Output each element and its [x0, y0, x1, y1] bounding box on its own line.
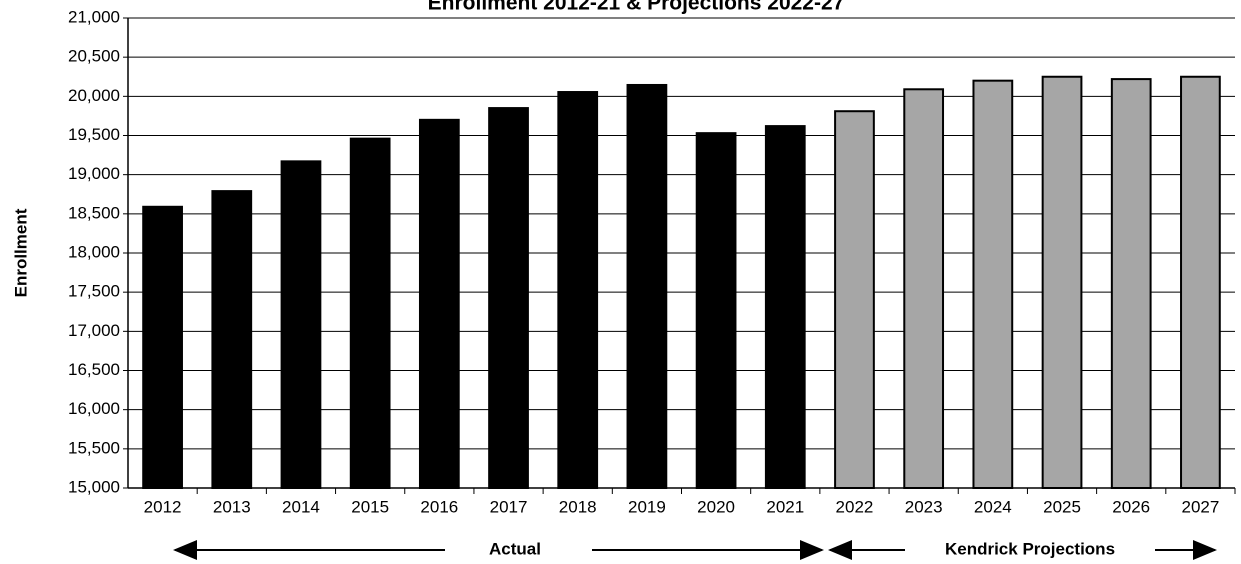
bar	[1180, 75, 1221, 489]
y-tick-label: 19,500	[68, 125, 120, 144]
annotation: Actual	[489, 539, 541, 558]
bar	[418, 118, 460, 489]
x-tick-label: 2015	[351, 497, 389, 516]
y-tick-label: 15,500	[68, 438, 120, 457]
y-tick-label: 16,500	[68, 360, 120, 379]
x-tick-label: 2013	[213, 497, 251, 516]
bar	[626, 83, 668, 489]
x-tick-label: 2018	[559, 497, 597, 516]
x-tick-label: 2012	[144, 497, 182, 516]
bar	[1041, 75, 1083, 489]
y-tick-label: 20,000	[68, 86, 120, 105]
x-tick-label: 2019	[628, 497, 666, 516]
bar	[834, 110, 875, 489]
y-tick-label: 18,000	[68, 242, 120, 261]
y-tick-label: 16,000	[68, 399, 120, 418]
bar	[695, 132, 737, 489]
x-tick-label: 2016	[420, 497, 458, 516]
x-tick-label: 2024	[974, 497, 1012, 516]
x-tick-label: 2020	[697, 497, 735, 516]
x-tick-label: 2027	[1181, 497, 1219, 516]
x-tick-label: 2021	[766, 497, 804, 516]
y-tick-label: 18,500	[68, 203, 120, 222]
bar	[1110, 78, 1152, 489]
bar	[211, 190, 253, 489]
x-tick-label: 2022	[836, 497, 874, 516]
y-tick-label: 19,000	[68, 164, 120, 183]
y-tick-label: 17,000	[68, 321, 120, 340]
bar	[972, 79, 1014, 490]
x-tick-label: 2026	[1112, 497, 1150, 516]
x-tick-label: 2025	[1043, 497, 1081, 516]
y-tick-label: 17,500	[68, 282, 120, 301]
bar	[349, 137, 391, 489]
y-tick-label: 15,000	[68, 477, 120, 496]
x-tick-label: 2023	[905, 497, 943, 516]
x-tick-label: 2014	[282, 497, 320, 516]
annotation: Kendrick Projections	[945, 539, 1115, 558]
bar	[488, 107, 529, 489]
x-tick-label: 2017	[490, 497, 528, 516]
bar	[764, 125, 806, 489]
y-tick-label: 21,000	[68, 7, 120, 26]
y-axis-label: Enrollment	[11, 208, 30, 297]
y-tick-label: 20,500	[68, 47, 120, 66]
bar	[280, 160, 322, 489]
bar	[142, 205, 183, 490]
chart-title: Enrollment 2012-21 & Projections 2022-27	[428, 0, 845, 15]
bar	[557, 91, 599, 490]
bar	[903, 88, 945, 490]
